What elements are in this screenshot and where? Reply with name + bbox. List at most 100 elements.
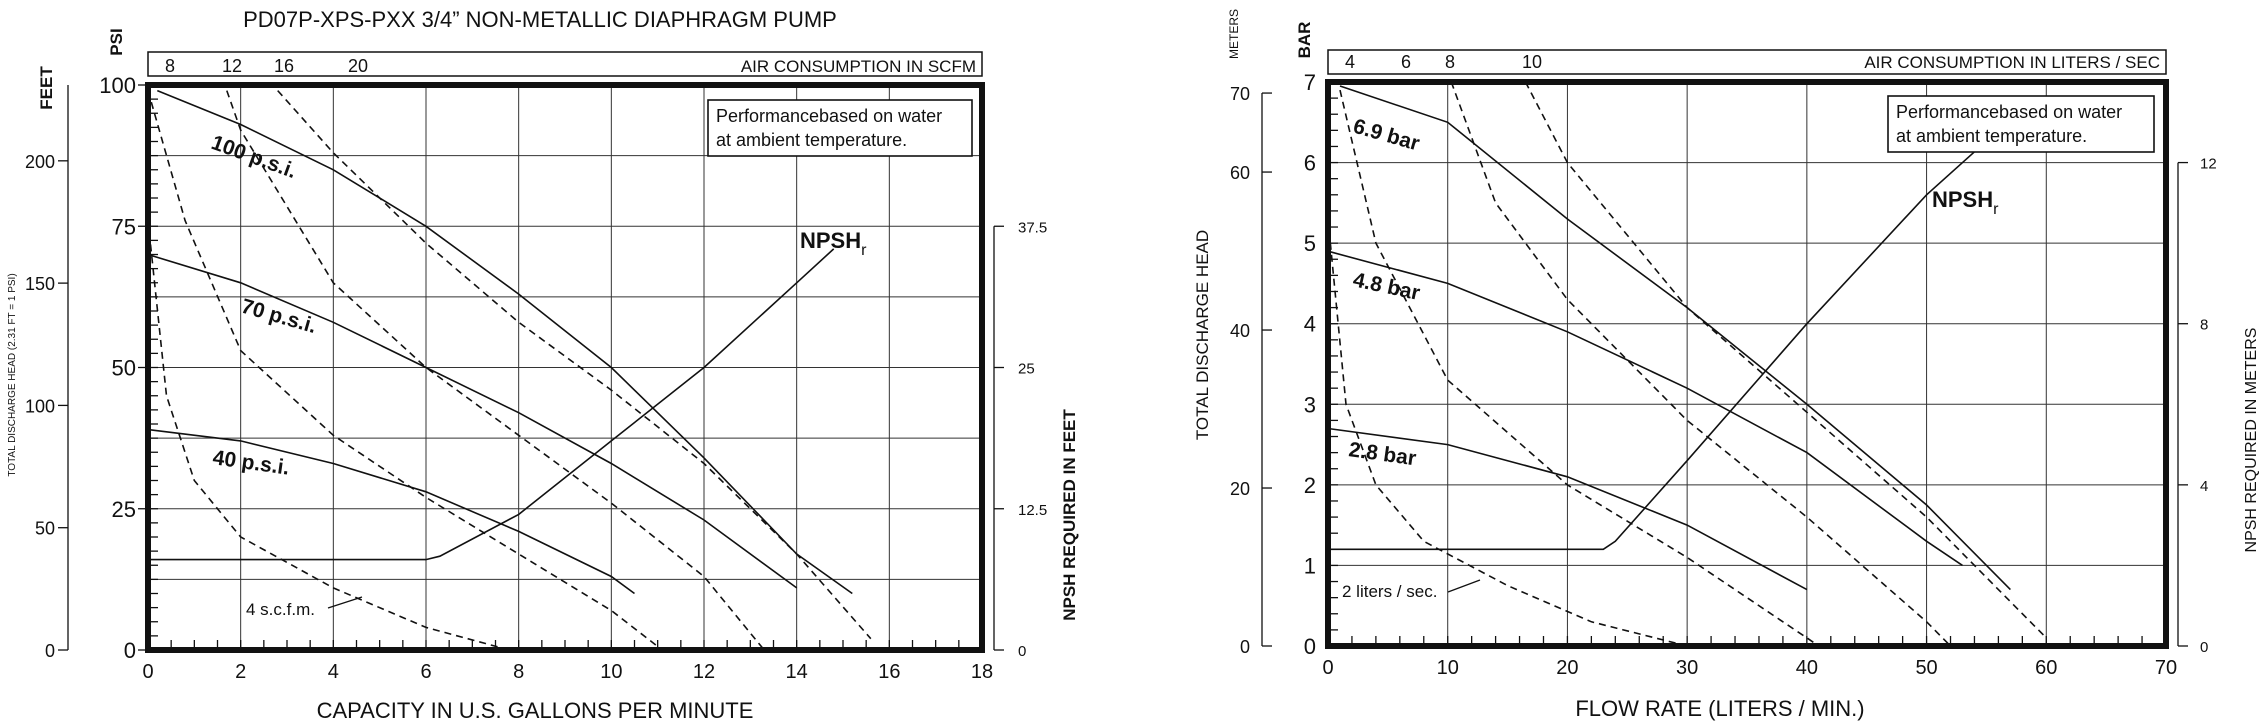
x-tick-left: 8 <box>513 661 524 683</box>
series-label-6.9bar: 6.9 bar <box>1351 115 1422 156</box>
note-line1-right: Performancebased on water <box>1896 102 2122 122</box>
grid-left <box>148 85 982 650</box>
x-axis-label-right: FLOW RATE (LITERS / MIN.) <box>1575 696 1864 721</box>
psi-axis-label: PSI <box>107 28 126 55</box>
bar-tick: 7 <box>1304 70 1316 95</box>
psi-tick: 25 <box>112 497 136 522</box>
meters-tick: 70 <box>1230 84 1250 104</box>
top-tick-left: 20 <box>348 56 368 76</box>
top-tick-right: 10 <box>1522 52 1542 72</box>
chart-title: PD07P-XPS-PXX 3/4” NON-METALLIC DIAPHRAG… <box>243 7 837 32</box>
npsh-tick-left: 25 <box>1018 361 1035 378</box>
x-tick-left: 12 <box>693 661 715 683</box>
top-tick-left: 8 <box>165 56 175 76</box>
x-tick-left: 14 <box>786 661 808 683</box>
meters-tick: 40 <box>1230 321 1250 341</box>
plot-frame-right <box>1325 79 2169 649</box>
pressure-curve-left <box>147 428 635 595</box>
meters-tick: 20 <box>1230 479 1250 499</box>
series-label-70psi: 70 p.s.i. <box>239 295 319 338</box>
air-consumption-curve-left <box>277 90 872 640</box>
top-tick-left: 12 <box>222 56 242 76</box>
top-tick-left: 16 <box>274 56 294 76</box>
npsh-axis-label-right: NPSH REQUIRED IN METERS <box>2243 328 2260 553</box>
air-consumption-curve-left <box>147 220 510 651</box>
feet-tick: 100 <box>25 396 55 416</box>
air-consumption-curve-right <box>1327 218 1688 647</box>
x-tick-right: 10 <box>1437 657 1459 679</box>
npsh-axis-label-left: NPSH REQUIRED IN FEET <box>1060 409 1079 621</box>
x-tick-right: 40 <box>1796 657 1818 679</box>
note-line1-left: Performancebased on water <box>716 106 942 126</box>
npsh-label-left: NPSHr <box>800 228 867 259</box>
top-tick-right: 6 <box>1401 52 1411 72</box>
x-tick-left: 0 <box>142 661 153 683</box>
feet-tick: 50 <box>35 519 55 539</box>
air-label-leader-left <box>327 596 363 609</box>
x-tick-left: 16 <box>878 661 900 683</box>
note-box-right <box>1887 95 2155 153</box>
feet-tick: 200 <box>25 152 55 172</box>
air-consumption-curve-left <box>226 90 765 651</box>
x-tick-left: 18 <box>971 661 993 683</box>
x-tick-right: 30 <box>1676 657 1698 679</box>
x-tick-right: 20 <box>1556 657 1578 679</box>
note-box-left <box>707 99 973 157</box>
curves-left <box>147 89 872 651</box>
air-consumption-bar-right <box>1327 49 2167 75</box>
psi-tick: 75 <box>112 214 136 239</box>
top-axis-label-right: AIR CONSUMPTION IN LITERS / SEC <box>1864 53 2160 72</box>
grid-right <box>1328 82 2166 646</box>
series-label-2.8bar: 2.8 bar <box>1347 438 1417 470</box>
npsh-tick-right: 4 <box>2200 478 2208 495</box>
bar-tick: 3 <box>1304 392 1316 417</box>
pressure-curve-right <box>1327 427 1808 591</box>
x-axis-label-left: CAPACITY IN U.S. GALLONS PER MINUTE <box>317 698 754 723</box>
air-consumption-bar-left <box>147 51 983 77</box>
x-tick-left: 2 <box>235 661 246 683</box>
meters-tick: 0 <box>1240 637 1250 657</box>
top-tick-right: 4 <box>1345 52 1355 72</box>
air-consumption-curve-right <box>1524 81 2047 639</box>
npsh-label-right: NPSHr <box>1932 187 1999 218</box>
air-consumption-curve-right <box>1450 81 1952 647</box>
feet-axis-label: FEET <box>37 66 56 110</box>
air-label-right: 2 liters / sec. <box>1342 582 1437 601</box>
feet-tick: 150 <box>25 274 55 294</box>
feet-axis-description: TOTAL DISCHARGE HEAD (2.31 FT = 1 PSI) <box>7 273 18 476</box>
psi-tick: 50 <box>112 356 136 381</box>
bar-tick: 4 <box>1304 312 1316 337</box>
x-tick-right: 0 <box>1322 657 1333 679</box>
x-tick-left: 6 <box>420 661 431 683</box>
series-label-100psi: 100 p.s.i. <box>208 131 299 183</box>
pressure-curve-left <box>156 89 853 595</box>
npsh-tick-left: 0 <box>1018 643 1026 660</box>
bar-tick: 6 <box>1304 151 1316 176</box>
top-axis-label-left: AIR CONSUMPTION IN SCFM <box>741 57 976 76</box>
metric-units-chart: AIR CONSUMPTION IN LITERS / SEC 0 10 20 30 4… <box>1193 9 2260 721</box>
npsh-tick-right: 8 <box>2200 317 2208 334</box>
bar-tick: 5 <box>1304 231 1316 256</box>
feet-tick: 0 <box>45 641 55 661</box>
psi-tick: 0 <box>124 638 136 663</box>
series-label-40psi: 40 p.s.i. <box>211 446 290 479</box>
air-label-left: 4 s.c.f.m. <box>246 600 315 619</box>
meters-tick: 60 <box>1230 163 1250 183</box>
npsh-curve-right <box>1328 129 1999 551</box>
us-units-chart: PD07P-XPS-PXX 3/4” NON-METALLIC DIAPHRAG… <box>7 7 1079 723</box>
x-tick-right: 50 <box>1915 657 1937 679</box>
npsh-curve-left <box>148 248 835 561</box>
pressure-curve-right <box>1327 250 1963 567</box>
note-line2-left: at ambient temperature. <box>716 130 907 150</box>
x-tick-left: 4 <box>328 661 339 683</box>
npsh-tick-left: 37.5 <box>1018 219 1047 236</box>
psi-tick: 100 <box>99 73 136 98</box>
meters-axis-label: METERS <box>1227 9 1241 59</box>
npsh-tick-left: 12.5 <box>1018 502 1047 519</box>
air-consumption-curve-right <box>1339 89 1820 647</box>
x-tick-right: 60 <box>2035 657 2057 679</box>
bar-tick: 1 <box>1304 553 1316 578</box>
pressure-curve-left <box>147 253 798 589</box>
top-tick-right: 8 <box>1445 52 1455 72</box>
